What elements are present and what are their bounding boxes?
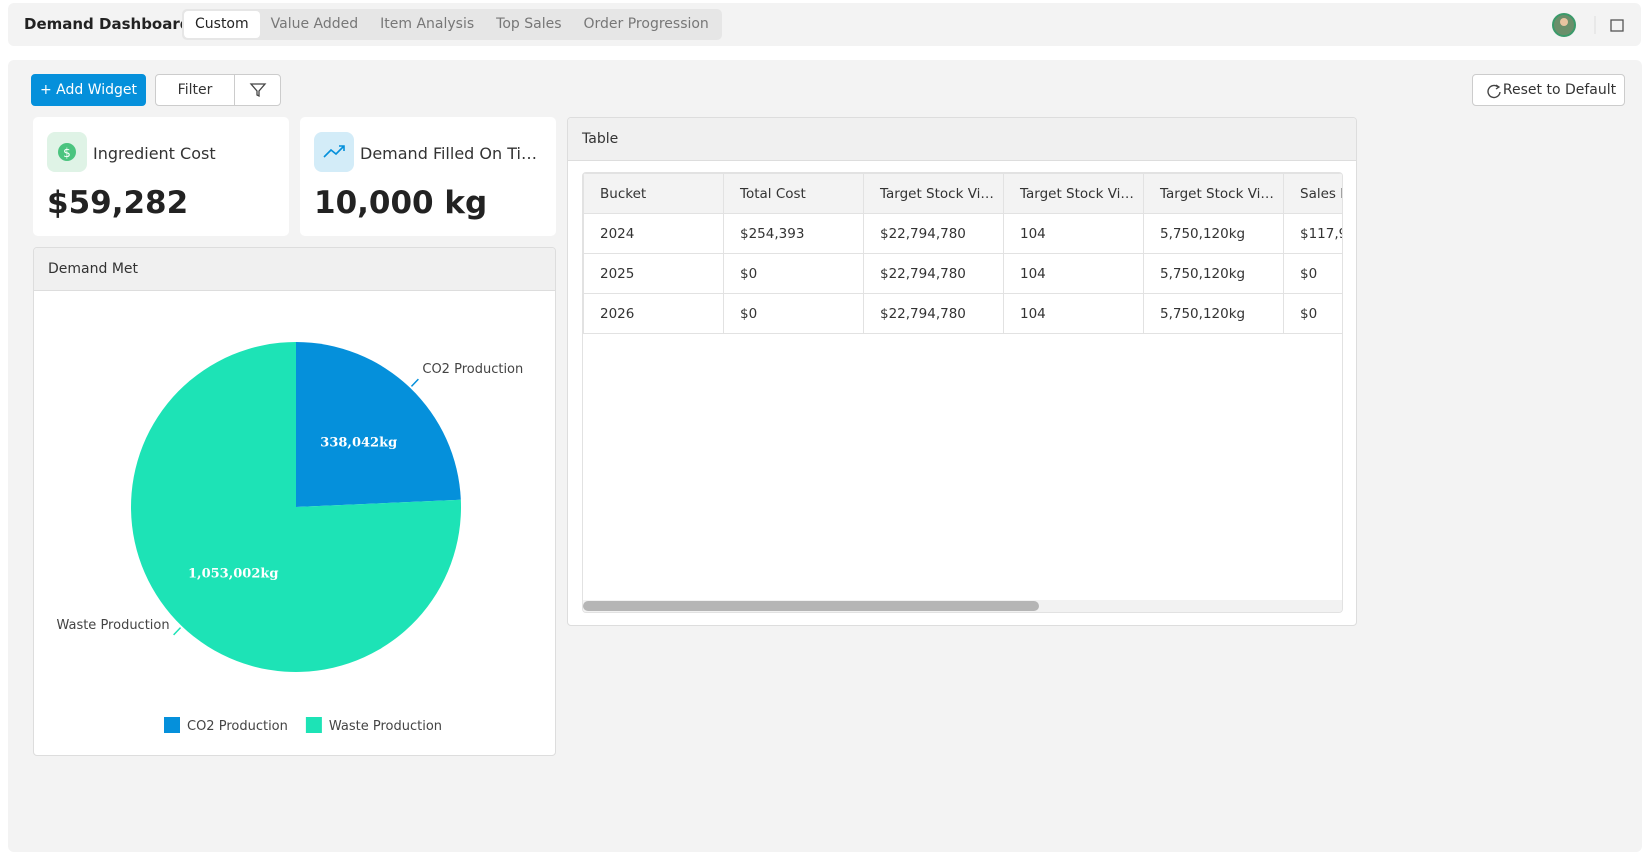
table-cell: 2025 <box>583 253 724 294</box>
table-cell: 5,750,120kg <box>1143 213 1284 254</box>
table-cell: 2024 <box>583 213 724 254</box>
header-row: Bucket Total Cost Target Stock Vi… Target S… <box>583 173 1342 214</box>
pie-panel: Demand Met 338,042kg CO2 Production 1,053,… <box>33 247 556 756</box>
kpi-value: $59,282 <box>47 185 189 221</box>
column-header: Total Cost <box>723 173 864 214</box>
column-header: Target Stock Vi… <box>1143 173 1284 214</box>
table-cell: $0 <box>1283 253 1342 294</box>
kpi-card: $ Ingredient Cost $59,282 <box>33 117 289 236</box>
table-cell: $22,794,780 <box>863 213 1004 254</box>
tab[interactable]: Custom <box>184 11 260 38</box>
table-panel: Table Bucket Total Cost Target Stock Vi… Ta… <box>567 117 1357 626</box>
legend-label[interactable]: CO2 Production <box>187 719 288 734</box>
table-cell: 2026 <box>583 293 724 334</box>
tab[interactable]: Order Progression <box>583 16 709 32</box>
legend-swatch <box>164 717 180 733</box>
scrollbar-thumb[interactable] <box>583 601 1039 611</box>
leader-line <box>173 627 182 636</box>
panel-title: Table <box>568 118 1356 161</box>
kpi-card: Demand Filled On Ti… 10,000 kg <box>300 117 556 236</box>
header-icons <box>1552 13 1624 37</box>
add-widget-button[interactable]: + Add Widget <box>31 74 146 106</box>
pie-slice <box>296 342 461 507</box>
table-cell: 5,750,120kg <box>1143 253 1284 294</box>
column-header: Target Stock Vi… <box>863 173 1004 214</box>
kpi-title: Ingredient Cost <box>93 144 216 163</box>
table-row: 2024 $254,393 $22,794,780 104 5,750,120kg $11… <box>583 213 1342 254</box>
data-table: Bucket Total Cost Target Stock Vi… Target S… <box>583 173 1342 334</box>
tab[interactable]: Value Added <box>270 16 359 32</box>
reset-button[interactable]: Reset to Default <box>1472 74 1625 106</box>
workspace: + Add Widget Filter Reset to Default $ I… <box>8 60 1642 852</box>
scrollbar-track <box>583 600 1342 612</box>
table-cell: $0 <box>723 253 864 294</box>
kpi-icon: $ <box>47 132 87 172</box>
calendar-icon[interactable] <box>1610 19 1624 32</box>
slice-value-label: 338,042kg <box>320 435 397 450</box>
funnel-icon <box>249 83 266 98</box>
table-row: 2026 $0 $22,794,780 104 5,750,120kg $0 <box>583 293 1342 334</box>
slice-value-label: 1,053,002kg <box>188 567 278 582</box>
dashboard-title: Demand Dashboard <box>24 15 191 33</box>
kpi-value: 10,000 kg <box>314 185 488 221</box>
table-cell: $22,794,780 <box>863 293 1004 334</box>
table-cell: 104 <box>1003 213 1144 254</box>
reset-icon <box>1487 84 1501 99</box>
tab[interactable]: Item Analysis <box>380 16 475 32</box>
tab[interactable]: Top Sales <box>496 16 562 32</box>
table-cell: 104 <box>1003 293 1144 334</box>
avatar-face <box>1560 18 1568 26</box>
slice-category-label: CO2 Production <box>422 362 523 377</box>
panel-title: Demand Met <box>34 248 555 291</box>
tab-bar: Custom Value Added Item Analysis Top Sales O… <box>182 9 722 40</box>
leader-line <box>410 378 419 387</box>
column-header: Bucket <box>583 173 724 214</box>
header: Demand Dashboard Custom Value Added Item A… <box>8 3 1641 46</box>
table-cell: $117,9 <box>1283 213 1342 254</box>
legend-swatch <box>305 717 322 733</box>
pie-chart: 338,042kg CO2 Production 1,053,002kg Waste … <box>56 342 523 734</box>
filter-icon-button[interactable] <box>234 74 281 106</box>
column-header: Target Stock Vi… <box>1003 173 1144 214</box>
kpi-title: Demand Filled On Ti… <box>360 144 537 163</box>
table-cell: $254,393 <box>723 213 864 254</box>
slice-category-label: Waste Production <box>56 618 169 633</box>
kpi-icon <box>314 132 354 172</box>
filter-button[interactable]: Filter <box>155 74 235 106</box>
pie-slice <box>131 342 461 672</box>
table-cell: $22,794,780 <box>863 253 1004 294</box>
table-cell: $0 <box>723 293 864 334</box>
svg-text:$: $ <box>63 146 71 160</box>
table-cell: $0 <box>1283 293 1342 334</box>
table-wrap: Bucket Total Cost Target Stock Vi… Target S… <box>582 172 1343 613</box>
table-row: 2025 $0 $22,794,780 104 5,750,120kg $0 <box>583 253 1342 294</box>
column-header: Sales F <box>1283 173 1342 214</box>
table-cell: 5,750,120kg <box>1143 293 1284 334</box>
table-cell: 104 <box>1003 253 1144 294</box>
legend-label[interactable]: Waste Production <box>329 719 442 734</box>
